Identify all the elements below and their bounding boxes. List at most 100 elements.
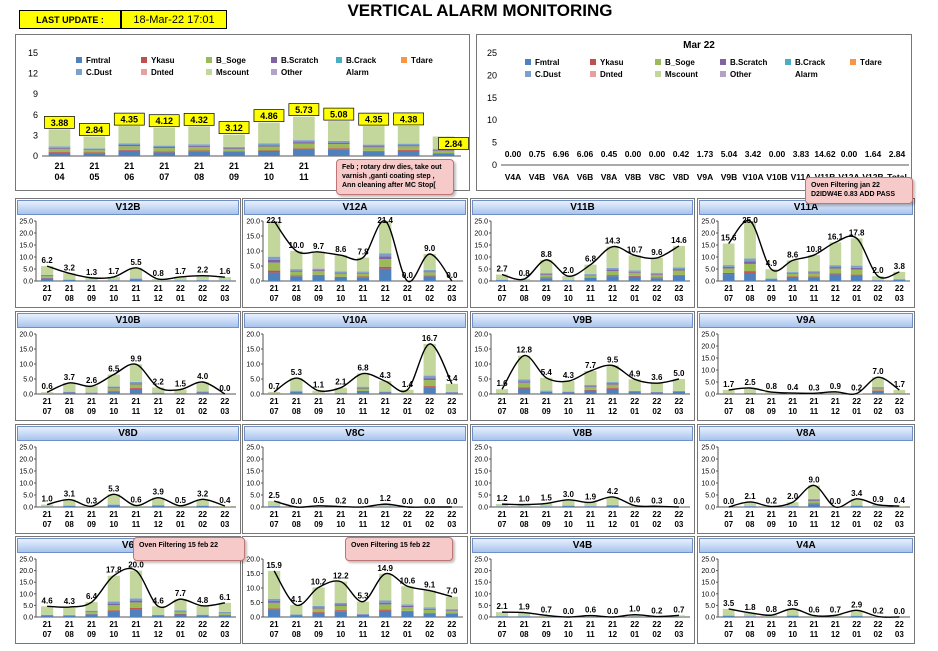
- value-box: [358, 112, 390, 126]
- bar-segment-cdust: [356, 613, 370, 615]
- chart-svg: 0.05.010.015.020.00.721075.321081.121092…: [246, 332, 463, 416]
- data-label: 0.0: [830, 497, 842, 506]
- bar-segment-mscount: [606, 246, 619, 268]
- legend-label: Other: [281, 68, 302, 77]
- x-tick-label-year: 21: [336, 620, 345, 629]
- bar-segment-cdust: [540, 390, 553, 392]
- data-label: 0.7: [673, 605, 685, 614]
- x-tick-label-year: 22: [674, 620, 683, 629]
- bar-segment-ykasu: [327, 148, 350, 150]
- x-tick-label-month: 01: [176, 630, 185, 639]
- data-label: 1.1: [313, 381, 325, 390]
- y-tick-label: 10.0: [474, 255, 488, 262]
- value-box: [113, 112, 145, 126]
- bar-segment-mscount: [540, 259, 553, 274]
- y-tick-label: 0.0: [478, 615, 488, 622]
- x-tick-label: V8A: [601, 172, 618, 182]
- bar-segment-mscount: [152, 387, 165, 393]
- data-label: 14.62: [814, 149, 836, 159]
- x-tick-label-month: 07: [43, 520, 52, 529]
- bar-segment-fmtral: [786, 277, 799, 281]
- bar-segment-fmtral: [196, 615, 209, 617]
- chart-svg: 0.05.010.015.020.025.04.621074.321086.42…: [19, 557, 236, 639]
- bar-segment-fmtral: [379, 268, 392, 281]
- chart-panel-v11a: V11A 0.0 5.0 10.0 15.0 20.0 25.0 15.6 21 07 25.0 21…: [697, 198, 915, 308]
- x-tick-label-month: 03: [447, 294, 456, 303]
- bar-segment-cdust: [268, 256, 281, 260]
- bar-segment-fmtral: [218, 615, 231, 617]
- x-tick-label-month: 02: [874, 294, 883, 303]
- data-label: 5.08: [330, 110, 348, 120]
- bar-segment-fmtral: [765, 279, 778, 281]
- bar-segment-cdust: [628, 270, 641, 272]
- bar-segment-cdust: [628, 390, 641, 392]
- bar-segment-mscount: [518, 612, 531, 617]
- legend-label: Dnted: [600, 70, 623, 79]
- bar-segment-mscount: [495, 274, 509, 280]
- bar-segment-cdust: [672, 267, 686, 270]
- bar-segment-mscount: [808, 255, 820, 272]
- data-label: 1.73: [697, 149, 714, 159]
- chart-panel-v10a: V10A 0.0 5.0 10.0 15.0 20.0 0.7 21 07 5.3 21 08 1.1 2…: [242, 311, 468, 421]
- y-tick-label: 25.0: [701, 557, 715, 564]
- data-label: 4.6: [153, 596, 165, 605]
- bar-segment-mscount: [562, 499, 575, 506]
- data-label: 1.0: [629, 605, 641, 614]
- bar-segment-mscount: [606, 496, 619, 505]
- bar-segment-bscratch: [872, 387, 884, 389]
- legend-swatch-dnted: [141, 69, 147, 75]
- x-tick-label: V4A: [505, 172, 522, 182]
- x-tick-label-month: 11: [132, 407, 141, 416]
- bar-segment-cdust: [129, 598, 143, 601]
- x-tick-label-year: 21: [54, 161, 64, 171]
- x-tick-label-month: 02: [425, 630, 434, 639]
- bar-segment-mscount: [765, 615, 778, 617]
- data-label: 4.1: [291, 595, 303, 604]
- bar-segment-mscount: [893, 271, 906, 280]
- data-label: 8.6: [335, 245, 347, 254]
- bar-segment-bscratch: [83, 149, 106, 151]
- x-tick-label-year: 22: [630, 397, 639, 406]
- bar-segment-ykasu: [379, 609, 392, 611]
- bar-segment-fmtral: [356, 277, 370, 281]
- bar-segment-mscount: [196, 499, 209, 506]
- bar-segment-fmtral: [495, 280, 509, 281]
- bar-segment-fmtral: [584, 390, 597, 394]
- bar-segment-bscratch: [379, 256, 392, 259]
- bar-segment-fmtral: [401, 393, 414, 394]
- y-tick-label: 0.0: [250, 392, 260, 399]
- x-tick-label-month: 07: [43, 294, 52, 303]
- data-label: 5.3: [108, 484, 120, 493]
- data-label: 9.7: [313, 242, 325, 251]
- chart-title: V11B: [472, 200, 693, 215]
- bar-segment-fmtral: [107, 280, 120, 281]
- y-tick-label: 10: [487, 115, 497, 125]
- bar-segment-mscount: [540, 503, 553, 507]
- chart-svg: 0.05.010.015.020.025.00.021072.121080.22…: [701, 445, 910, 529]
- x-tick-label-month: 09: [314, 294, 323, 303]
- bar-segment-cdust: [153, 145, 176, 148]
- bar-segment-mscount: [672, 379, 686, 391]
- bar-segment-fmtral: [540, 506, 553, 507]
- x-tick-label-month: 12: [381, 520, 390, 529]
- bar-segment-bsoge: [850, 269, 863, 275]
- bar-segment-fmtral: [174, 614, 187, 617]
- y-tick-label: 15.0: [19, 580, 33, 587]
- data-label: 0.0: [402, 497, 414, 506]
- x-tick-label-year: 22: [852, 620, 861, 629]
- x-tick-label-month: 03: [674, 630, 683, 639]
- data-label: 4.8: [197, 596, 209, 605]
- bar-segment-ykasu: [83, 152, 106, 154]
- data-label: 4.0: [197, 372, 209, 381]
- data-label: 0.8: [519, 269, 531, 278]
- x-tick-label-month: 01: [403, 520, 412, 529]
- chart-panel-v8a: V8A 0.0 5.0 10.0 15.0 20.0 25.0 0.0 21 07 2.1 21 08 0…: [697, 424, 915, 534]
- data-label: 0.3: [86, 496, 98, 505]
- x-tick-label-year: 22: [176, 620, 185, 629]
- x-tick-label-month: 09: [314, 407, 323, 416]
- bar-segment-mscount: [362, 126, 385, 145]
- bar-segment-bscratch: [423, 608, 436, 610]
- chart-panel-v9b: V9B 0.0 5.0 10.0 15.0 20.0 1.6 21 07 12.8 21 08 5.4 2…: [470, 311, 695, 421]
- legend-swatch-ykasu: [141, 57, 147, 63]
- bar-segment-ykasu: [334, 610, 347, 612]
